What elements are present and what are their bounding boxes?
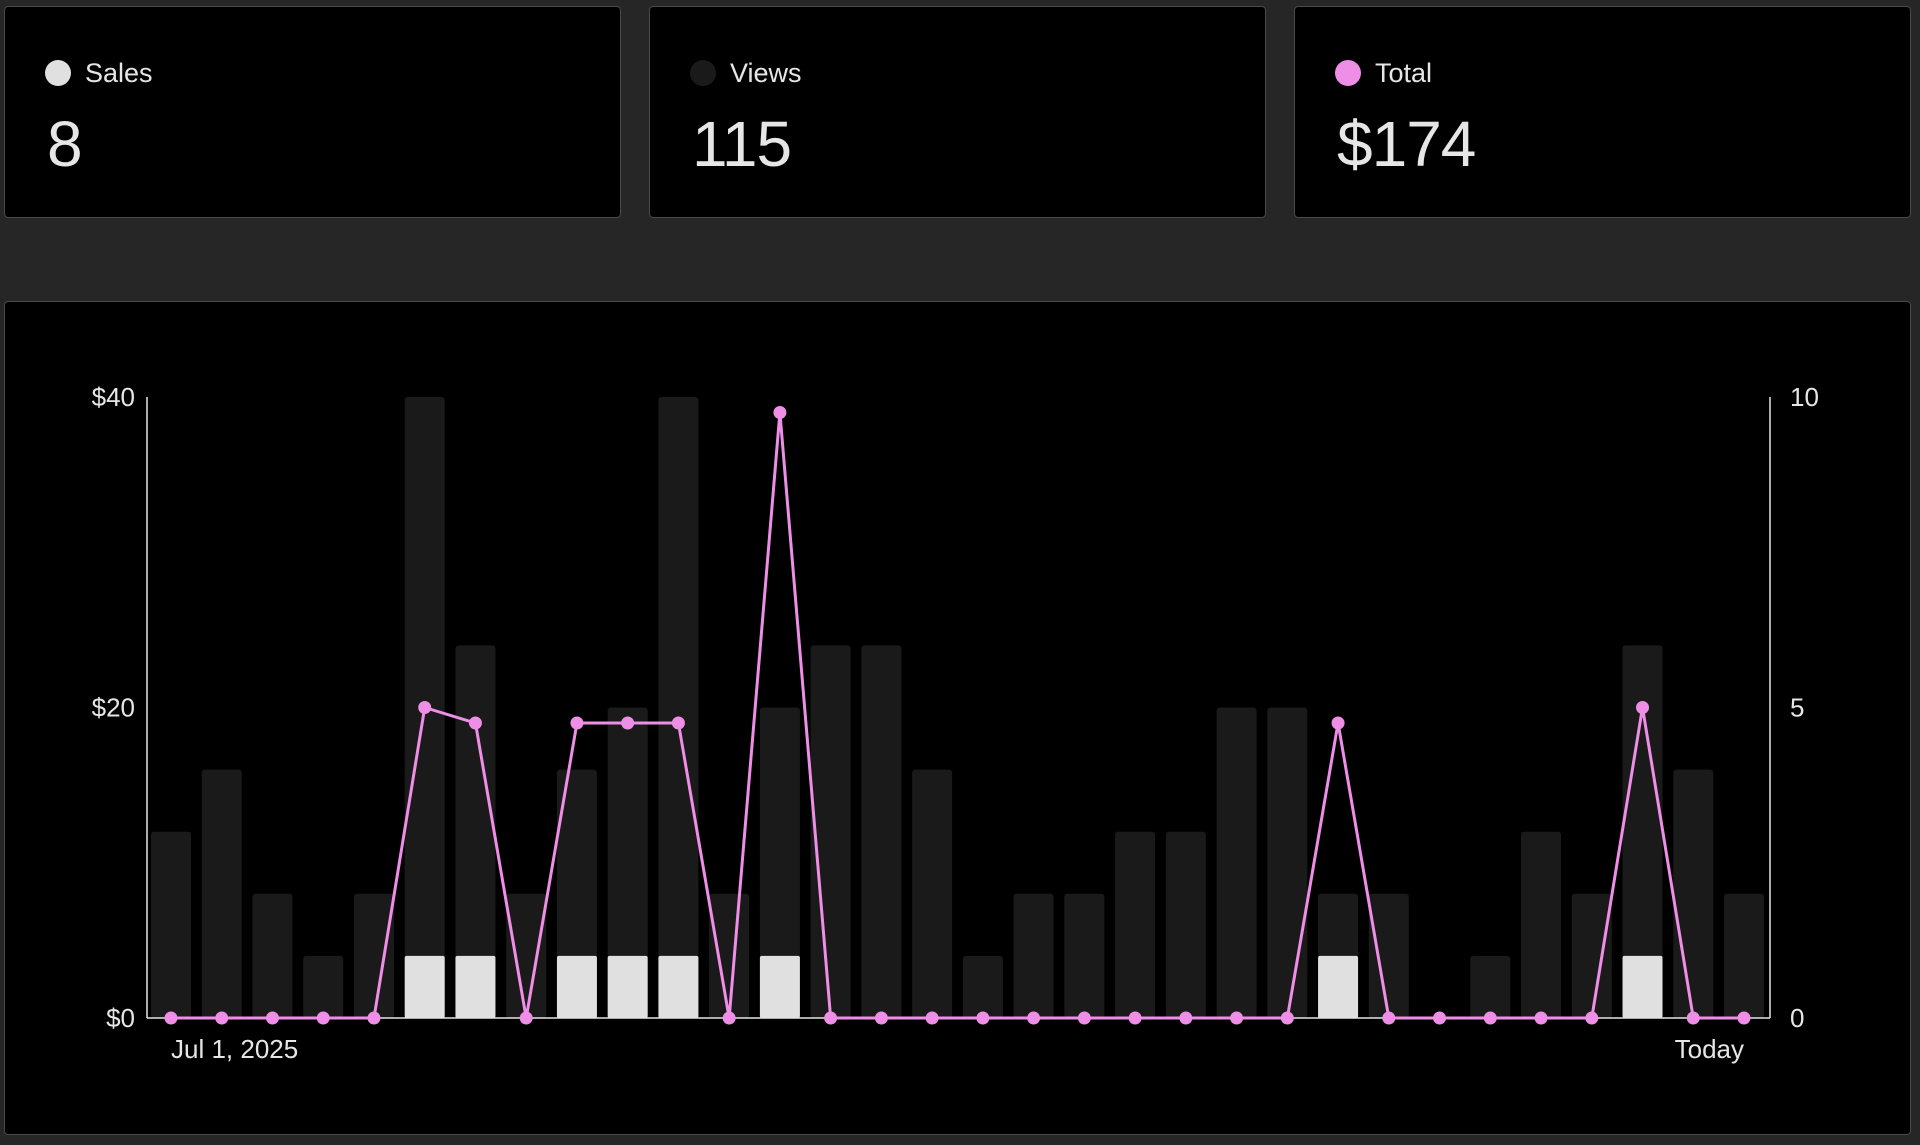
total-dot-icon [1335,60,1361,86]
views-bar [962,955,1003,1018]
x-end-label: Today [1675,1034,1744,1064]
views-bar [607,707,648,1018]
views-bar [1521,831,1562,1018]
stat-label: Total [1375,57,1433,88]
views-bar [912,769,953,1018]
stat-card-views[interactable]: Views 115 [649,6,1266,218]
views-bar [1673,769,1714,1018]
total-point [1077,1011,1091,1025]
total-point [976,1011,990,1025]
stat-label: Sales [85,57,153,88]
views-bar [1622,645,1663,1018]
views-bar [455,645,496,1018]
views-bar [1267,707,1308,1018]
stat-label-row: Total [1335,57,1432,89]
views-bar [1571,893,1612,1018]
x-start-label: Jul 1, 2025 [171,1034,298,1064]
total-point [621,716,635,730]
views-bar [1115,831,1156,1018]
total-point [1179,1011,1193,1025]
total-point [1636,701,1650,714]
total-point [519,1011,533,1025]
right-tick-label: 5 [1790,693,1804,723]
total-point [164,1011,178,1025]
views-bar [201,769,242,1018]
views-bar [353,893,394,1018]
views-bar [303,955,344,1018]
sales-bar [658,955,699,1018]
views-bar [1368,893,1409,1018]
chart-panel: $0 $20 $40 0 5 10 Jul 1, 2025 Today [4,301,1911,1135]
views-bar [1013,893,1054,1018]
sales-bar [556,955,597,1018]
sales-dot-icon [45,60,71,86]
right-tick-label: 10 [1790,382,1819,412]
views-bar [861,645,902,1018]
views-dot-icon [690,60,716,86]
left-tick-label: $40 [92,382,135,412]
stats-row: Sales 8 Views 115 Total $174 [0,0,1920,230]
views-bar [1470,955,1511,1018]
total-point [925,1011,939,1025]
total-point [316,1011,330,1025]
stat-label-row: Sales [45,57,153,89]
total-point [874,1011,888,1025]
total-point [1027,1011,1041,1025]
sales-bar [759,955,800,1018]
total-point [468,716,482,730]
total-point [1686,1011,1700,1025]
total-point [1737,1011,1751,1025]
views-bar [151,831,191,1018]
total-point [1230,1011,1244,1025]
total-point [722,1011,736,1025]
stat-label-row: Views [690,57,802,89]
views-bar [1165,831,1206,1018]
total-point [367,1011,381,1025]
total-point [570,716,584,730]
sales-bar [404,955,445,1018]
total-point [824,1011,838,1025]
total-point [1382,1011,1396,1025]
right-tick-label: 0 [1790,1003,1804,1033]
total-point [1483,1011,1497,1025]
views-bar [709,893,750,1018]
total-line [171,411,1744,1020]
total-point [1433,1011,1447,1025]
left-tick-label: $0 [106,1003,135,1033]
stat-value: 115 [692,108,792,180]
total-point [265,1011,279,1025]
views-bar [810,645,851,1018]
stat-label: Views [730,57,802,88]
total-point [418,701,432,714]
total-point [671,716,685,730]
views-bar [759,707,800,1018]
sales-bar [455,955,496,1018]
views-bar [506,893,547,1018]
total-point [1128,1011,1142,1025]
left-tick-label: $20 [92,693,135,723]
views-bar [252,893,293,1018]
total-point [1585,1011,1599,1025]
stat-card-sales[interactable]: Sales 8 [4,6,621,218]
combo-chart: $0 $20 $40 0 5 10 Jul 1, 2025 Today [92,382,1819,1064]
stat-value: $174 [1337,108,1476,180]
stat-card-total[interactable]: Total $174 [1294,6,1911,218]
views-bar [1724,893,1764,1018]
views-bar [658,397,699,1018]
stat-value: 8 [47,108,83,180]
total-point [1331,716,1345,730]
total-point [1534,1011,1548,1025]
views-bar [1064,893,1105,1018]
views-bar [1216,707,1257,1018]
sales-bar [1622,955,1663,1018]
total-point [1280,1011,1294,1025]
total-point [773,406,787,420]
total-point [215,1011,229,1025]
sales-bar [607,955,648,1018]
sales-bar [1318,955,1359,1018]
